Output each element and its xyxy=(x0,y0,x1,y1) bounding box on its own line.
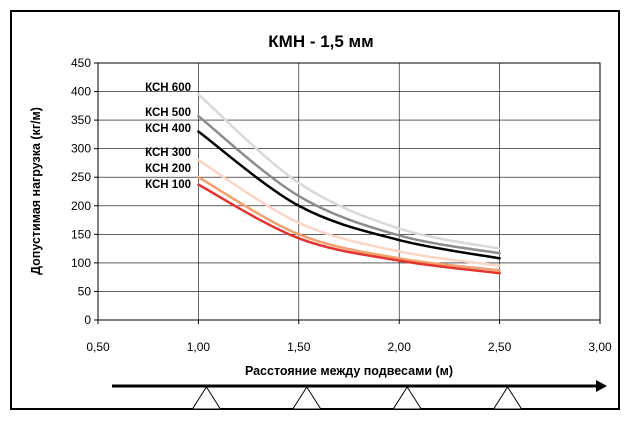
y-tick-label: 250 xyxy=(71,170,91,184)
series-line xyxy=(197,183,501,275)
series-labels: КСН 600 КСН 500 КСН 400 КСН 300 КСН 200 КСН 1… xyxy=(145,82,191,191)
series-label: КСН 600 xyxy=(145,82,191,94)
span-arrowhead xyxy=(596,380,607,392)
y-tick-label: 50 xyxy=(78,284,92,298)
y-tick-label: 350 xyxy=(71,113,91,127)
series-lines xyxy=(197,93,501,275)
x-tick-label: 2,00 xyxy=(388,340,412,354)
hanger-triangle xyxy=(191,386,222,410)
series-line xyxy=(197,93,501,250)
span-arrow-diagram xyxy=(112,380,607,410)
y-axis-label: Допустимая нагрузка (кг/м) xyxy=(29,107,43,275)
series-label: КСН 400 xyxy=(145,123,191,135)
series-line xyxy=(197,114,501,255)
x-tick-label: 2,50 xyxy=(488,340,512,354)
hanger-triangle xyxy=(291,386,322,410)
plot-area xyxy=(97,62,601,321)
x-tick-label: 3,00 xyxy=(588,340,612,354)
hanger-triangle xyxy=(392,386,423,410)
y-tick-label: 100 xyxy=(71,256,91,270)
series-label: КСН 500 xyxy=(145,107,191,119)
y-tick-label: 300 xyxy=(71,142,91,156)
chart-title: КМН - 1,5 мм xyxy=(268,32,373,51)
x-axis-label: Расстояние между подвесами (м) xyxy=(245,364,453,378)
x-tick-label: 0,50 xyxy=(86,340,110,354)
grid xyxy=(94,62,601,324)
series-line xyxy=(197,175,501,272)
x-tick-label: 1,50 xyxy=(287,340,311,354)
y-tick-label: 200 xyxy=(71,199,91,213)
y-tick-label: 450 xyxy=(71,56,91,70)
x-tick-label: 1,00 xyxy=(187,340,211,354)
hanger-triangle xyxy=(492,386,523,410)
series-label: КСН 100 xyxy=(145,179,191,191)
series-line xyxy=(197,158,501,267)
y-tick-label: 400 xyxy=(71,85,91,99)
tick-labels: 0 50 100 150 200 250 300 350 400 450 0,50 1,00 1,50 2… xyxy=(71,56,612,354)
y-tick-label: 0 xyxy=(84,313,91,327)
series-label: КСН 300 xyxy=(145,147,191,159)
y-tick-label: 150 xyxy=(71,227,91,241)
series-line xyxy=(197,130,501,260)
series-label: КСН 200 xyxy=(145,163,191,175)
